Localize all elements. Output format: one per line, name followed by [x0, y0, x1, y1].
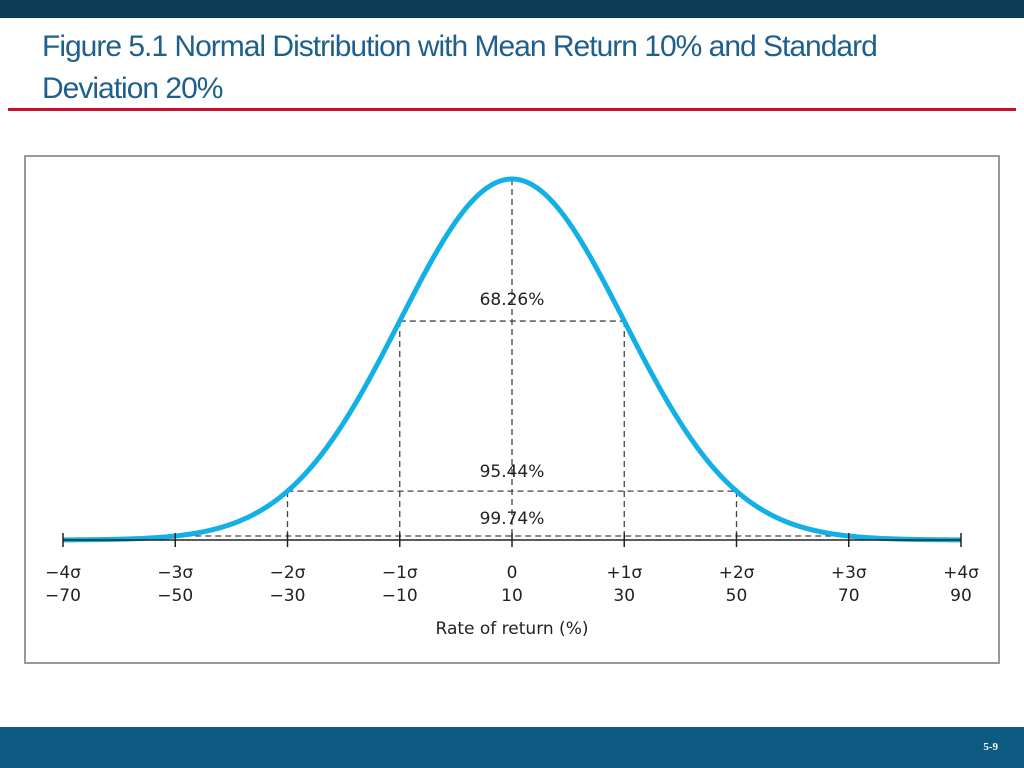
return-tick-label: −10 [382, 586, 418, 606]
return-tick-label: 50 [726, 586, 748, 606]
interval-label: 99.74% [480, 509, 545, 529]
sigma-tick-label: −3σ [157, 563, 193, 583]
sigma-tick-label: −1σ [382, 563, 418, 583]
sigma-tick-label: +4σ [943, 563, 979, 583]
x-axis-labels: −4σ −70 −3σ −50 −2σ −30 −1σ −10 0 10 +1σ 30 +2σ 50 +3σ… [45, 563, 979, 606]
x-axis-ticks [62, 533, 962, 547]
slide-title: Figure 5.1 Normal Distribution with Mean… [42, 30, 878, 105]
sigma-tick-label: +1σ [606, 563, 642, 583]
sigma-tick-label: +3σ [831, 563, 867, 583]
normal-curve [62, 176, 962, 543]
interval-label: 68.26% [480, 290, 545, 310]
top-bar [0, 0, 1024, 18]
return-tick-label: −50 [157, 586, 193, 606]
interval-label: 95.44% [480, 462, 545, 482]
return-tick-label: 10 [501, 586, 523, 606]
bottom-bar: 5-9 [0, 727, 1024, 768]
x-axis-title: Rate of return (%) [436, 619, 589, 639]
return-tick-label: −30 [270, 586, 306, 606]
return-tick-label: −70 [45, 586, 81, 606]
sigma-tick-label: 0 [507, 563, 518, 583]
interval-guides [174, 179, 850, 540]
slide-number: 5-9 [983, 741, 998, 753]
return-tick-label: 90 [950, 586, 972, 606]
interval-labels: 68.26% 95.44% 99.74% [480, 290, 545, 529]
return-tick-label: 70 [838, 586, 860, 606]
title-rule [8, 108, 1016, 111]
sigma-tick-label: +2σ [719, 563, 755, 583]
return-tick-label: 30 [613, 586, 635, 606]
sigma-tick-label: −4σ [45, 563, 81, 583]
sigma-tick-label: −2σ [270, 563, 306, 583]
